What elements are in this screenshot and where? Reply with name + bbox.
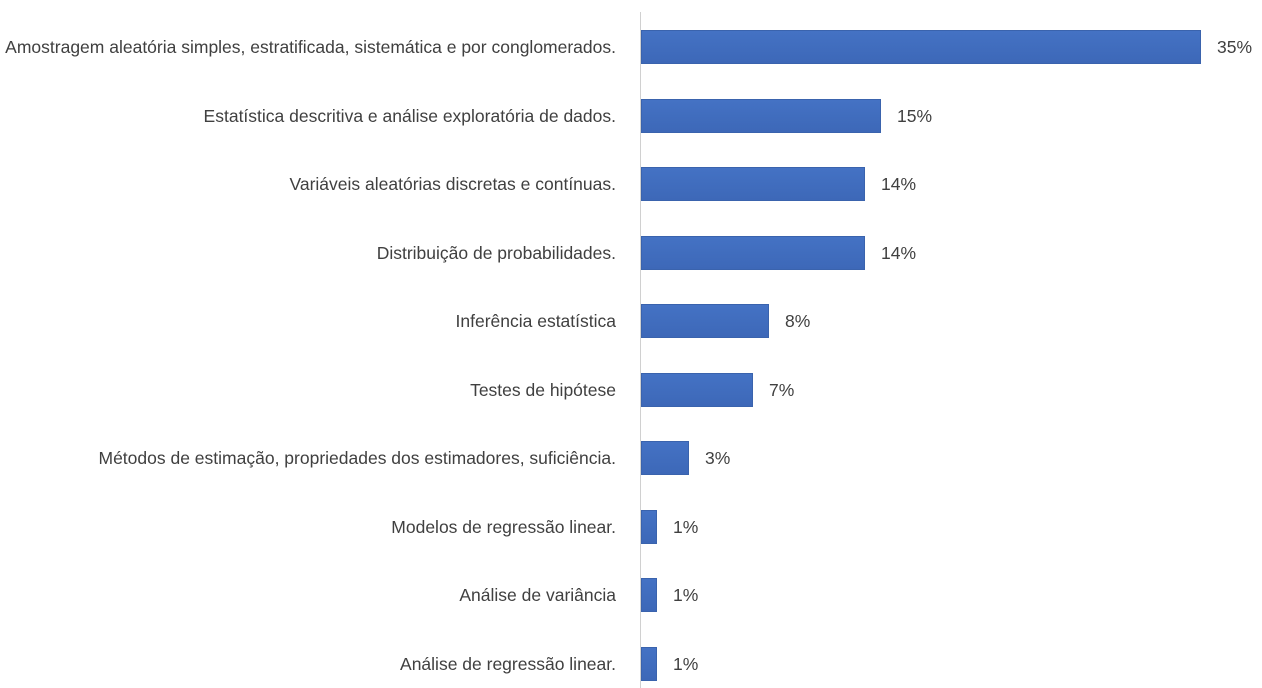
value-label: 1% [673, 516, 699, 537]
value-label: 8% [785, 311, 811, 332]
bar [641, 646, 657, 681]
category-label: Modelos de regressão linear. [391, 516, 616, 537]
category-label: Estatística descritiva e análise explora… [203, 105, 616, 126]
category-label: Variáveis aleatórias discretas e contínu… [289, 174, 616, 195]
category-label: Análise de regressão linear. [400, 653, 616, 674]
value-label: 1% [673, 653, 699, 674]
category-label: Inferência estatística [455, 311, 617, 332]
value-label: 35% [1217, 37, 1253, 58]
bar [641, 98, 881, 133]
bar [641, 578, 657, 613]
bar [641, 235, 865, 270]
bar [641, 167, 865, 202]
category-label: Análise de variância [459, 585, 616, 606]
value-label: 15% [897, 105, 933, 126]
value-label: 14% [881, 242, 917, 263]
category-label: Testes de hipótese [470, 379, 616, 400]
bar [641, 509, 657, 544]
value-label: 7% [769, 379, 795, 400]
bar [641, 372, 753, 407]
category-axis [640, 12, 641, 688]
category-label: Métodos de estimação, propriedades dos e… [98, 448, 617, 469]
bar [641, 441, 689, 476]
value-label: 1% [673, 585, 699, 606]
value-label: 14% [881, 174, 917, 195]
bar [641, 304, 769, 339]
bar [641, 30, 1201, 65]
category-label: Amostragem aleatória simples, estratific… [5, 37, 616, 58]
category-label: Distribuição de probabilidades. [376, 242, 616, 263]
value-label: 3% [705, 448, 731, 469]
